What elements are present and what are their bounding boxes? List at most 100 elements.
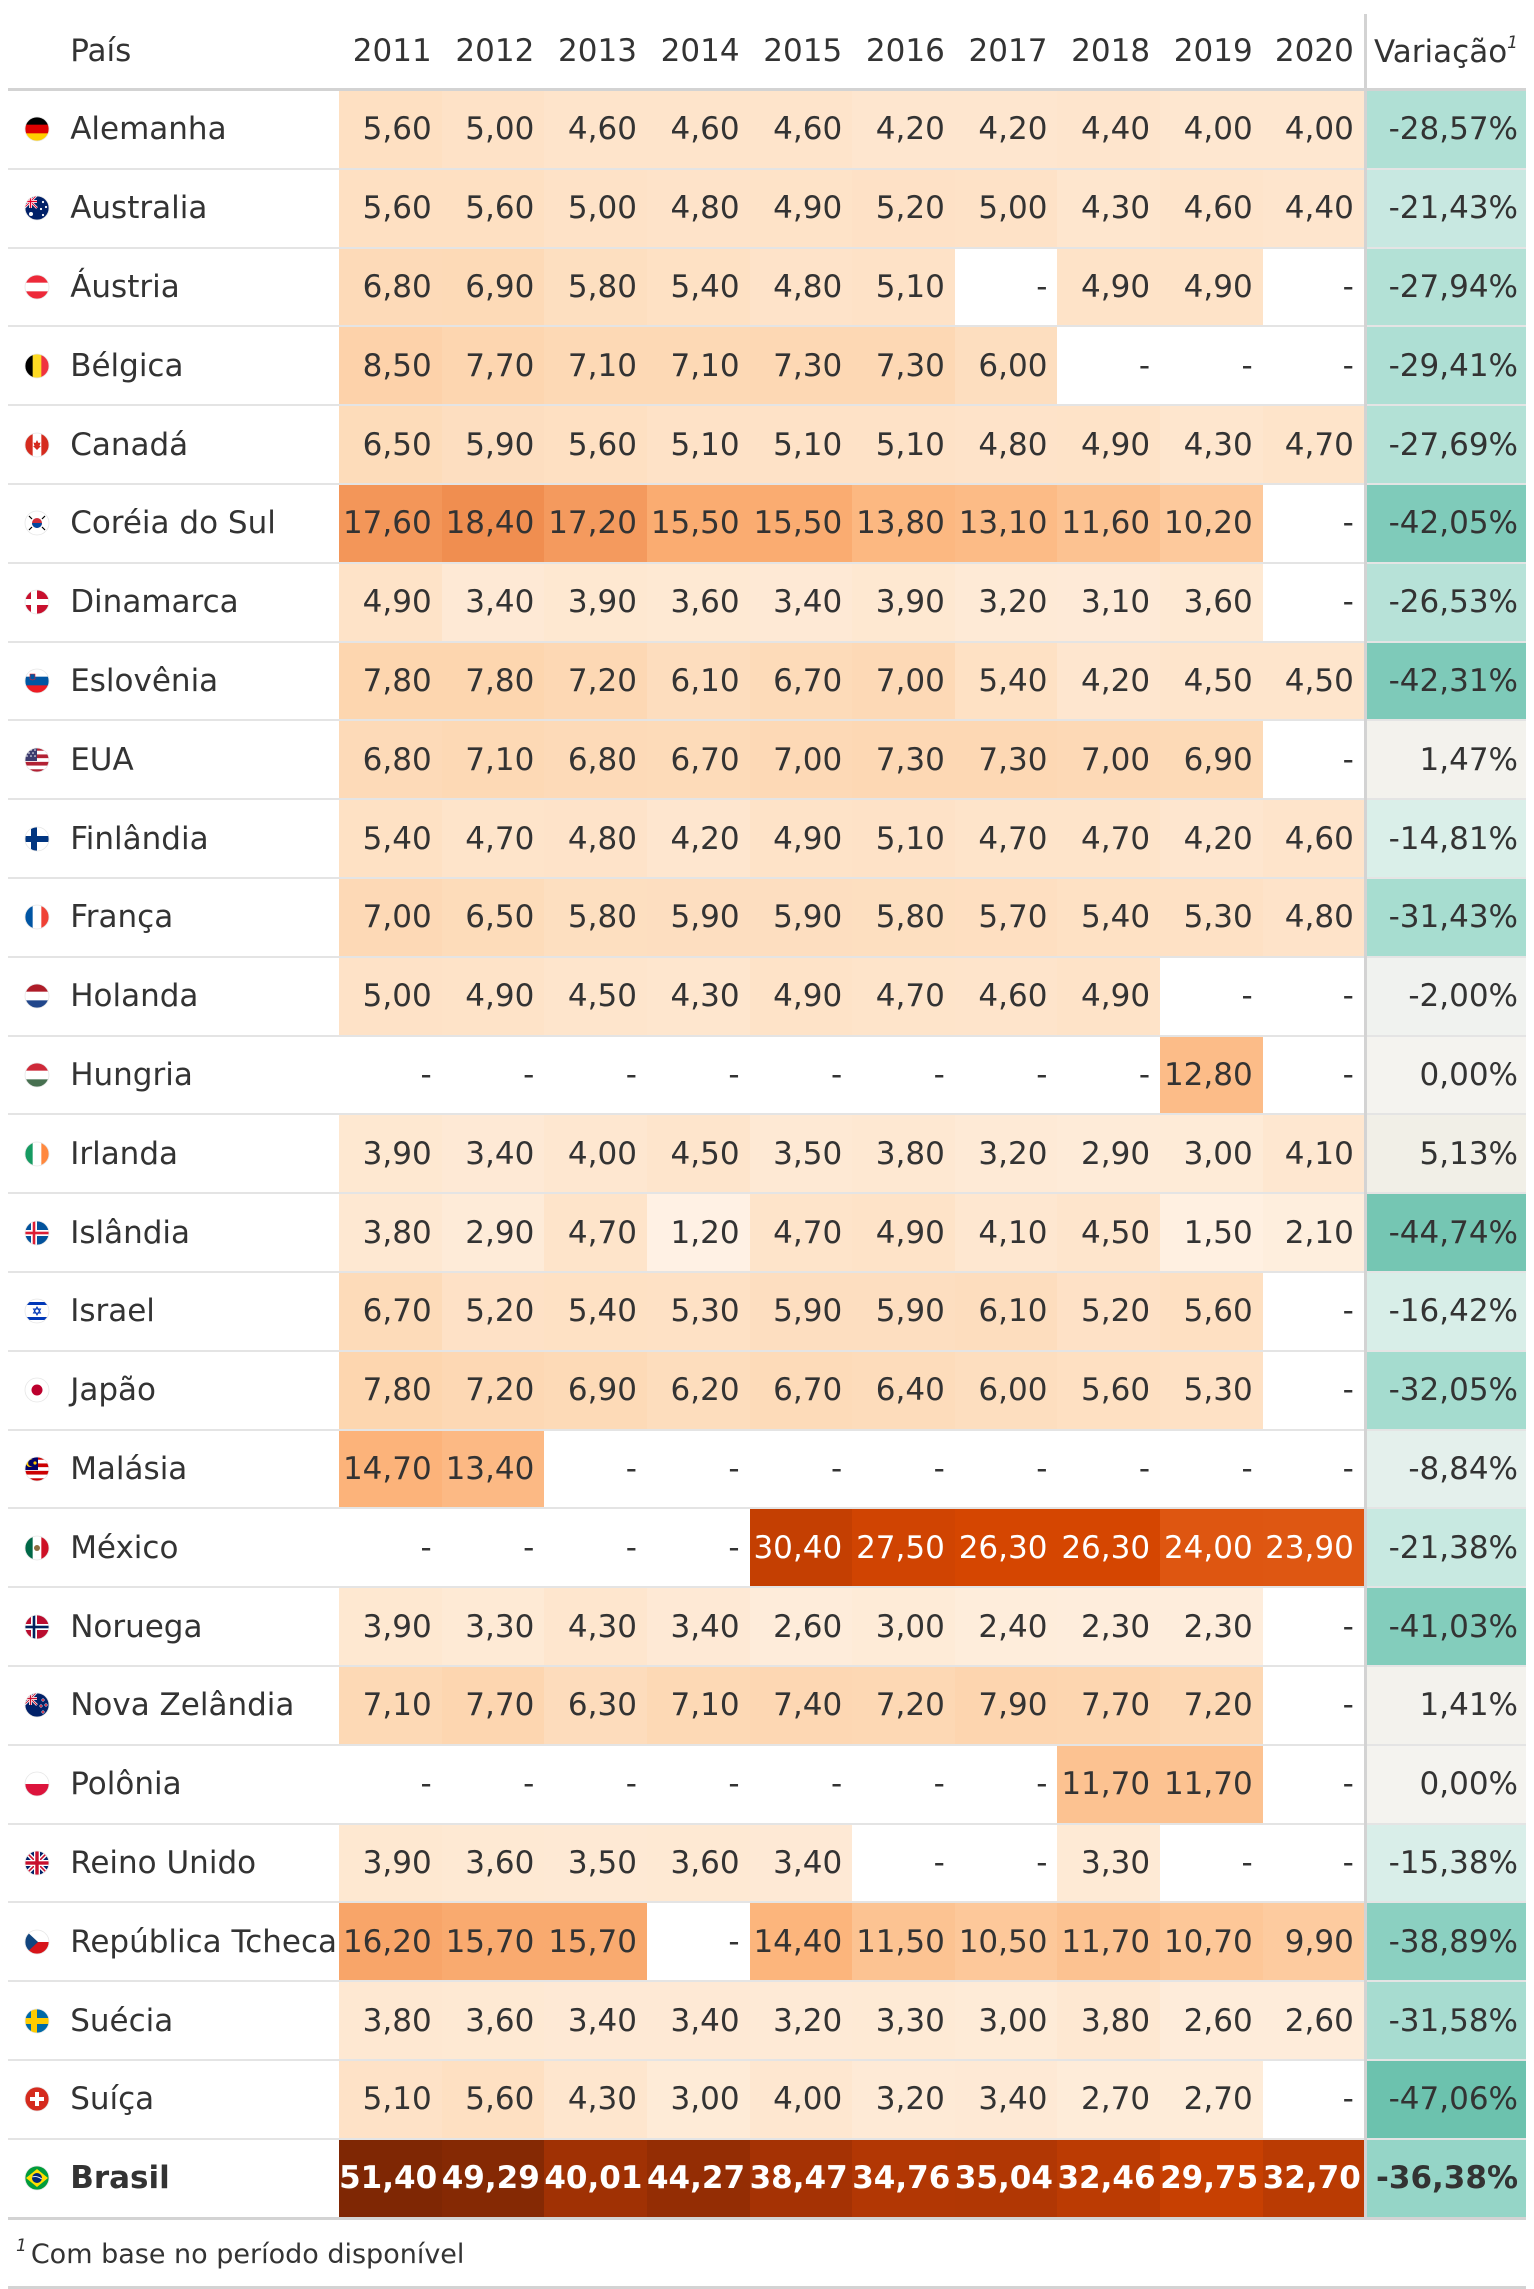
value-cell: 4,30 <box>544 2059 647 2140</box>
value-cell: - <box>1262 1271 1366 1352</box>
value-cell: 7,30 <box>749 326 853 407</box>
year-column-header: 2015 <box>749 14 853 91</box>
footnote-row: 1 Com base no período disponível <box>8 2216 1526 2289</box>
country-name: Irlanda <box>66 1114 340 1195</box>
country-name: México <box>66 1508 340 1589</box>
value-cell: 4,90 <box>1057 247 1161 328</box>
value-cell: 4,50 <box>1262 641 1366 722</box>
variation-cell: -27,94% <box>1363 247 1526 328</box>
value-cell: 5,20 <box>441 1271 545 1352</box>
table-row: Hungria - - - - - - - -12,80-0,00% <box>8 1035 1526 1116</box>
table-row: Suécia 3,80 3,60 3,40 3,40 3,20 3,30 3,00 3,80 2,… <box>8 1981 1526 2061</box>
value-cell: 29,75 <box>1160 2138 1263 2220</box>
variation-cell: -41,03% <box>1363 1587 1526 1667</box>
year-column-header: 2013 <box>544 14 647 91</box>
value-cell: 23,90 <box>1262 1508 1366 1589</box>
value-cell: 3,20 <box>852 2059 955 2140</box>
value-cell: 7,20 <box>441 1350 545 1431</box>
value-cell: 51,40 <box>339 2138 442 2220</box>
header-row: País 2011 2012 2013 2014 2015 2016 2017 … <box>8 14 1526 91</box>
value-cell: 7,80 <box>339 1350 442 1431</box>
value-cell: 5,60 <box>339 89 442 170</box>
value-cell: 5,00 <box>544 168 647 249</box>
value-cell: 5,90 <box>749 1271 853 1352</box>
value-cell: 10,20 <box>1160 483 1263 564</box>
value-cell: 7,20 <box>852 1665 955 1746</box>
country-name: Noruega <box>66 1587 340 1667</box>
value-cell: 4,50 <box>1160 641 1263 722</box>
value-cell: - <box>1160 1823 1263 1904</box>
value-cell: 3,00 <box>646 2059 750 2140</box>
value-cell: 6,40 <box>852 1350 955 1431</box>
country-name: Islândia <box>66 1193 340 1273</box>
country-name: Alemanha <box>66 89 340 170</box>
value-cell: 3,00 <box>954 1981 1058 2061</box>
value-cell: 2,60 <box>1160 1981 1263 2061</box>
slovenia-flag-icon <box>8 641 67 722</box>
value-cell: 3,90 <box>544 562 647 643</box>
value-cell: 26,30 <box>1057 1508 1161 1589</box>
table-row: Noruega 3,90 3,30 4,30 3,40 2,60 3,00 2,40 2,30 2… <box>8 1587 1526 1667</box>
country-name: Australia <box>66 168 340 249</box>
value-cell: 4,80 <box>749 247 853 328</box>
country-name: EUA <box>66 720 340 801</box>
value-cell: 5,80 <box>852 877 955 958</box>
japan-flag-icon <box>8 1350 67 1431</box>
value-cell: 5,10 <box>852 247 955 328</box>
variation-cell: -42,05% <box>1363 483 1526 564</box>
value-cell: 4,40 <box>1262 168 1366 249</box>
value-cell: 3,60 <box>646 562 750 643</box>
value-cell: 7,70 <box>441 326 545 407</box>
value-cell: - <box>1262 562 1366 643</box>
denmark-flag-icon <box>8 562 67 643</box>
value-cell: 8,50 <box>339 326 442 407</box>
value-cell: 17,20 <box>544 483 647 564</box>
value-cell: 4,90 <box>749 956 853 1037</box>
table-row: Áustria 6,80 6,90 5,80 5,40 4,80 5,10-4,90 4,90… <box>8 247 1526 328</box>
value-cell: 4,00 <box>544 1114 647 1195</box>
value-cell: - <box>544 1035 647 1116</box>
value-cell: 5,60 <box>339 168 442 249</box>
value-cell: 4,00 <box>749 2059 853 2140</box>
value-cell: 11,70 <box>1057 1744 1161 1825</box>
value-cell: 4,20 <box>1160 799 1263 879</box>
australia-flag-icon <box>8 168 67 249</box>
value-cell: - <box>852 1823 955 1904</box>
value-cell: 4,10 <box>954 1193 1058 1273</box>
value-cell: 2,90 <box>441 1193 545 1273</box>
variation-cell: -16,42% <box>1363 1271 1526 1352</box>
variation-cell: -26,53% <box>1363 562 1526 643</box>
value-cell: 4,50 <box>646 1114 750 1195</box>
value-cell: 6,90 <box>441 247 545 328</box>
value-cell: 6,70 <box>646 720 750 801</box>
table-row: Brasil 51,40 49,29 40,01 44,27 38,47 34,76 35,0… <box>8 2138 1526 2220</box>
value-cell: - <box>1262 956 1366 1037</box>
value-cell: 7,10 <box>441 720 545 801</box>
value-cell: - <box>954 1035 1058 1116</box>
value-cell: 3,30 <box>852 1981 955 2061</box>
value-cell: 38,47 <box>749 2138 853 2220</box>
table-row: República Tcheca 16,20 15,70 15,70-14,40 11,… <box>8 1902 1526 1983</box>
value-cell: 6,10 <box>646 641 750 722</box>
brazil-flag-icon <box>8 2138 67 2220</box>
variation-cell: -47,06% <box>1363 2059 1526 2140</box>
value-cell: 3,40 <box>749 562 853 643</box>
value-cell: 44,27 <box>646 2138 750 2220</box>
value-cell: - <box>1057 1035 1161 1116</box>
table-row: Israel 6,70 5,20 5,40 5,30 5,90 5,90 6,10 5,20 5,… <box>8 1271 1526 1352</box>
value-cell: 4,90 <box>852 1193 955 1273</box>
value-cell: 7,90 <box>954 1665 1058 1746</box>
value-cell: 7,00 <box>1057 720 1161 801</box>
value-cell: 2,60 <box>1262 1981 1366 2061</box>
value-cell: 4,90 <box>749 168 853 249</box>
value-cell: 3,50 <box>544 1823 647 1904</box>
value-cell: 34,76 <box>852 2138 955 2220</box>
value-cell: - <box>1262 1035 1366 1116</box>
value-cell: 7,20 <box>544 641 647 722</box>
value-cell: 4,30 <box>646 956 750 1037</box>
variation-cell: 1,41% <box>1363 1665 1526 1746</box>
table-row: Dinamarca 4,90 3,40 3,90 3,60 3,40 3,90 3,20 3,1… <box>8 562 1526 643</box>
value-cell: 13,80 <box>852 483 955 564</box>
value-cell: - <box>852 1744 955 1825</box>
value-cell: 9,90 <box>1262 1902 1366 1983</box>
